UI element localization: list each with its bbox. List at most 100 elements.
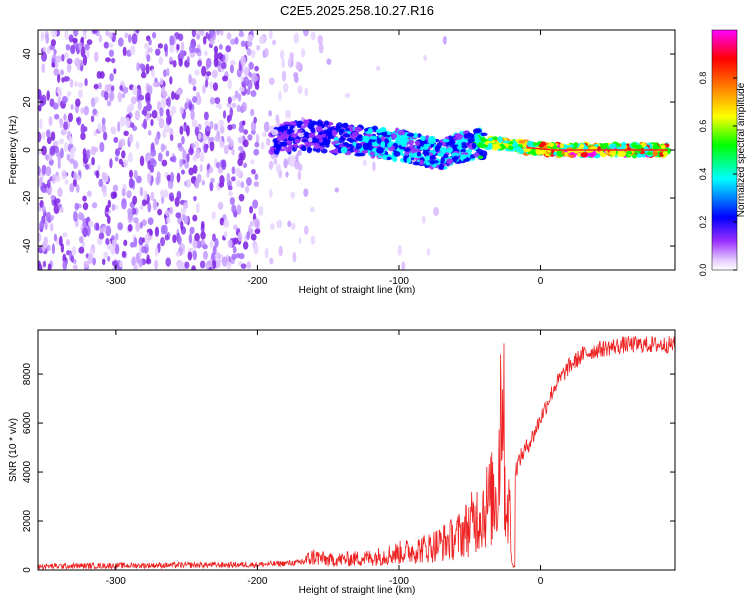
snr-frame	[37, 329, 676, 571]
spectrogram-noise-cell	[80, 123, 86, 135]
spectrogram-noise-cell	[241, 120, 246, 126]
spectrogram-noise-cell	[123, 239, 128, 247]
spectrogram-noise-cell	[158, 56, 164, 65]
spectrogram-noise-cell	[61, 169, 67, 180]
spectrogram-noise-cell	[180, 169, 185, 175]
spectrogram-noise-cell	[165, 209, 170, 217]
spectrogram-noise-cell	[45, 154, 50, 161]
spectrogram-signal-cell	[308, 133, 316, 137]
snr-y-tick-label: 4000	[22, 460, 33, 483]
spectrogram-noise-cell	[114, 243, 120, 255]
spectrogram-noise-cell	[69, 148, 75, 159]
spectrogram-noise-cell	[233, 224, 238, 231]
spectrogram-noise-cell	[175, 89, 182, 95]
spectrogram-signal-cell	[608, 143, 617, 149]
spectrogram-signal-cell	[487, 142, 493, 150]
spectrogram-noise-cell	[166, 174, 171, 181]
spectrogram-signal-cell	[387, 142, 392, 148]
spectrogram-noise-cell	[248, 224, 252, 232]
spectrogram-noise-cell	[225, 45, 232, 53]
spectrogram-signal-cell	[479, 132, 488, 137]
spectrogram-noise-cell	[106, 215, 111, 225]
spectrogram-noise-cell	[103, 41, 109, 49]
spectrogram-noise-cell	[147, 202, 152, 213]
spectrogram-noise-cell	[82, 30, 87, 40]
spectrogram-noise-cell	[128, 103, 135, 112]
spectrogram-noise-cell	[146, 54, 151, 62]
spectrogram-noise-cell	[231, 176, 236, 182]
spectrogram-noise-cell	[102, 258, 106, 266]
spectrogram-noise-cell	[82, 195, 87, 202]
spectrogram-noise-cell	[202, 250, 209, 260]
spectrogram-noise-cell	[212, 82, 219, 92]
spectrogram-noise-cell	[120, 115, 126, 127]
spectrogram-noise-cell	[291, 155, 296, 161]
spectrogram-noise-cell	[179, 49, 185, 61]
spectrogram-noise-cell	[180, 220, 184, 231]
spectrogram-signal-cell	[386, 131, 392, 136]
spectrogram-noise-cell	[154, 48, 161, 56]
spectrogram-noise-cell	[53, 68, 60, 76]
spectrogram-noise-cell	[139, 155, 145, 167]
spectrogram-noise-cell	[105, 57, 111, 63]
spectrogram-signal-cell	[390, 133, 397, 140]
spectrogram-noise-cell	[143, 43, 150, 50]
spectrogram-noise-cell	[169, 206, 174, 215]
spectrogram-noise-cell	[288, 57, 292, 68]
spectrogram-noise-cell	[111, 203, 116, 211]
spectrogram-noise-cell	[74, 202, 79, 211]
spectrogram-signal-cell	[307, 137, 313, 143]
spectrogram-noise-cell	[105, 237, 110, 246]
spectrogram-signal-cell	[342, 133, 350, 138]
spectrogram-noise-cell	[278, 245, 283, 257]
spectrogram-noise-cell	[159, 107, 164, 117]
spectrogram-noise-cell	[254, 65, 259, 72]
colorbar-tick-label: 0.4	[698, 168, 708, 181]
spectrogram-signal-cell	[369, 139, 376, 143]
spectrogram-noise-cell	[243, 162, 247, 168]
spectrogram-noise-cell	[178, 146, 185, 152]
spectrogram-noise-cell	[93, 51, 99, 63]
spectrogram-signal-cell	[362, 142, 369, 150]
spectrogram-noise-cell	[250, 159, 255, 165]
spectrogram-noise-cell	[151, 109, 158, 119]
spectrogram-noise-cell	[95, 170, 100, 179]
spectrogram-noise-cell	[297, 170, 302, 181]
spectrogram-noise-cell	[54, 113, 60, 120]
spectrogram-noise-cell	[61, 53, 65, 62]
spectrogram-noise-cell	[215, 102, 219, 109]
spectrogram-noise-cell	[281, 58, 286, 69]
spectrogram-y-tick-label: -20	[22, 190, 33, 205]
spectrogram-signal-cell	[440, 156, 445, 164]
spectrogram-noise-cell	[146, 172, 152, 184]
spectrogram-noise-cell	[192, 214, 198, 222]
spectrogram-signal-cell	[406, 133, 415, 137]
spectrogram-noise-cell	[217, 52, 223, 60]
spectrogram-noise-cell	[101, 117, 106, 126]
spectrogram-signal-cell	[302, 138, 308, 143]
spectrogram-noise-cell	[98, 178, 104, 188]
spectrogram-noise-cell	[139, 186, 144, 197]
spectrogram-noise-cell	[188, 233, 193, 244]
spectrogram-noise-cell	[84, 78, 88, 87]
spectrogram-noise-cell	[242, 241, 249, 250]
spectrogram-noise-cell	[101, 184, 107, 193]
spectrogram-signal-cell	[361, 149, 369, 154]
spectrogram-noise-cell	[166, 67, 170, 77]
spectrogram-noise-cell	[137, 100, 142, 112]
spectrogram-noise-cell	[64, 141, 68, 153]
spectrogram-noise-cell	[86, 149, 91, 160]
spectrogram-noise-cell	[54, 175, 61, 182]
spectrogram-signal-cell	[434, 138, 440, 143]
spectrogram-noise-cell	[276, 219, 283, 229]
spectrogram-noise-cell	[212, 233, 216, 242]
spectrogram-noise-cell	[38, 89, 42, 99]
spectrogram-noise-cell	[263, 121, 270, 133]
spectrogram-signal-cell	[497, 136, 503, 144]
spectrogram-noise-cell	[195, 94, 202, 106]
spectrogram-noise-cell	[49, 145, 56, 156]
spectrogram-signal-cell	[446, 158, 453, 165]
spectrogram-noise-cell	[115, 148, 120, 157]
spectrogram-noise-cell	[240, 263, 247, 269]
spectrogram-noise-cell	[229, 59, 236, 66]
